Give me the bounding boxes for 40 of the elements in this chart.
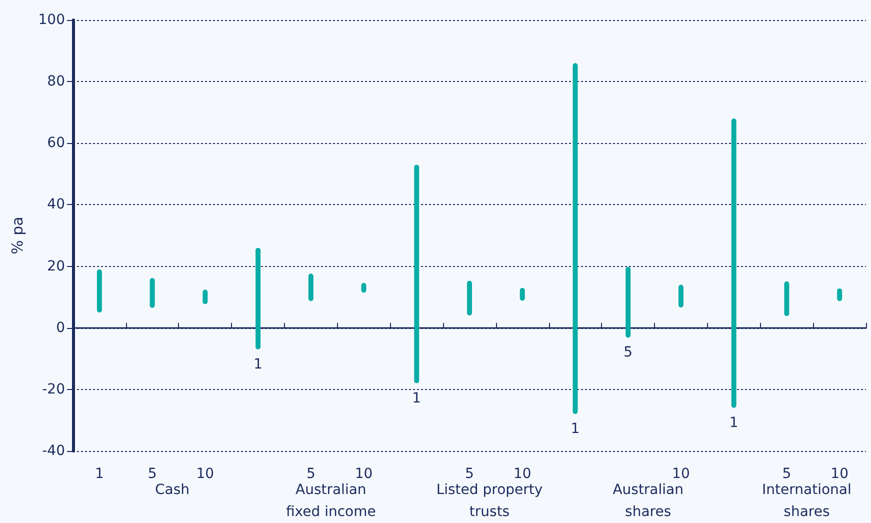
x-tick-label: 10 [354, 466, 373, 482]
bar [572, 63, 578, 414]
text: Listed property trusts [436, 482, 543, 520]
x-tick-label: 1 [570, 421, 580, 438]
y-tick-label: 60 [47, 135, 65, 152]
text: Australian fixed income [286, 482, 376, 520]
bar [626, 266, 631, 338]
text: Australian shares [612, 482, 684, 520]
x-tick-label: 10 [830, 466, 848, 482]
y-tick-label: -20 [42, 381, 65, 398]
x-tick-label: 10 [513, 466, 532, 482]
y-tick-label: 0 [56, 320, 65, 336]
y-tick-label: 100 [38, 12, 65, 28]
bar [414, 164, 420, 384]
x-tick-label: 5 [782, 466, 792, 482]
x-tick-label: 5 [624, 344, 633, 361]
x-tick-label: 1 [412, 390, 422, 406]
x-tick-label: 1 [729, 414, 738, 431]
y-tick-label: 80 [47, 74, 65, 90]
x-tick-label: 10 [672, 466, 690, 482]
y-tick-label: -40 [42, 443, 65, 459]
bar [467, 280, 472, 316]
bar [150, 278, 155, 308]
y-tick-label: 20 [47, 258, 65, 274]
x-tick-label: 10 [196, 466, 214, 482]
x-tick-label: 5 [306, 466, 316, 482]
bar [731, 118, 736, 408]
bar [784, 281, 790, 316]
bar [256, 248, 261, 350]
x-tick-label: 5 [148, 466, 157, 482]
text: Cash [155, 482, 190, 498]
text: International shares [762, 482, 852, 520]
bar [308, 274, 314, 302]
y-axis-title: % pa [8, 216, 26, 254]
bar [678, 284, 684, 308]
x-tick-label: 5 [465, 466, 474, 482]
x-tick-label: 1 [94, 466, 104, 482]
x-tick-label: 1 [254, 356, 262, 372]
bar [96, 269, 102, 312]
y-tick-label: 40 [47, 196, 65, 213]
